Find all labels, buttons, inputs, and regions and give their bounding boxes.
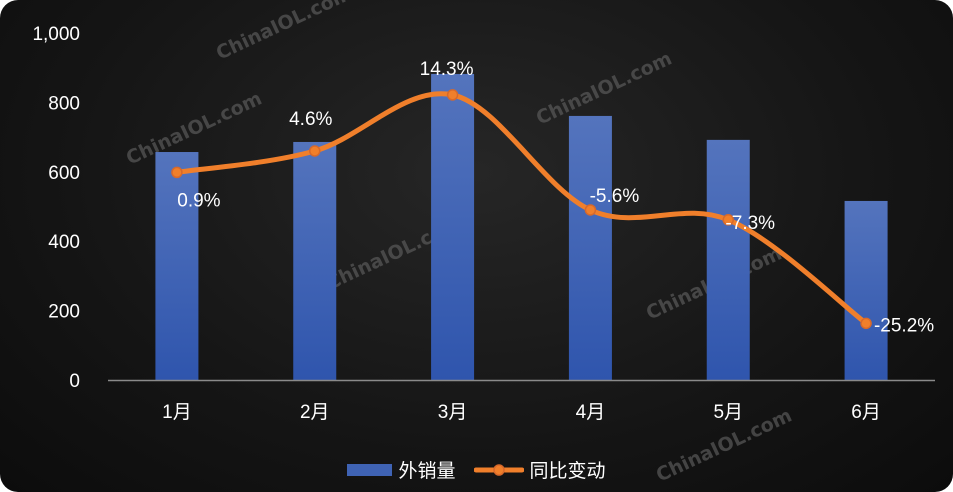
x-tick-label: 4月 bbox=[576, 402, 606, 423]
x-tick-label: 1月 bbox=[162, 402, 192, 423]
data-label: 14.3% bbox=[420, 59, 474, 80]
bar-1月 bbox=[155, 152, 199, 380]
legend: 外销量 同比变动 bbox=[0, 456, 953, 483]
y-tick-label: 0 bbox=[69, 371, 80, 392]
yoy-point-6月 bbox=[860, 317, 872, 330]
yoy-line bbox=[174, 91, 869, 326]
legend-bar-label: 外销量 bbox=[398, 461, 456, 482]
yoy-point-3月 bbox=[446, 89, 459, 101]
legend-line-swatch bbox=[473, 463, 524, 476]
watermark: ChinaIOL.com bbox=[213, 0, 356, 65]
x-tick-label: 6月 bbox=[851, 402, 881, 423]
legend-item-bar[interactable]: 外销量 bbox=[347, 456, 456, 483]
data-label: -5.6% bbox=[590, 186, 640, 207]
legend-bar-swatch bbox=[347, 463, 393, 476]
data-label: 4.6% bbox=[289, 109, 332, 130]
legend-line-label: 同比变动 bbox=[529, 461, 606, 482]
bar-5月 bbox=[706, 139, 750, 380]
yoy-point-5月 bbox=[722, 214, 734, 226]
bar-3月 bbox=[431, 73, 475, 381]
x-tick-label: 2月 bbox=[300, 402, 330, 423]
yoy-point-1月 bbox=[171, 166, 183, 179]
bar-2月 bbox=[293, 141, 337, 380]
data-label: -25.2% bbox=[874, 315, 934, 336]
yoy-point-2月 bbox=[309, 145, 321, 157]
y-tick-label: 600 bbox=[48, 163, 80, 184]
yoy-point-4月 bbox=[584, 204, 597, 216]
bar-6月 bbox=[844, 200, 888, 380]
y-tick-label: 200 bbox=[48, 302, 80, 323]
data-label: 0.9% bbox=[177, 190, 220, 211]
y-tick-label: 1,000 bbox=[32, 24, 80, 45]
bar-4月 bbox=[568, 115, 612, 381]
legend-item-line[interactable]: 同比变动 bbox=[473, 456, 606, 483]
x-tick-label: 5月 bbox=[713, 402, 743, 423]
y-tick-label: 400 bbox=[48, 232, 80, 253]
data-label: -7.3% bbox=[725, 213, 775, 234]
y-tick-label: 800 bbox=[48, 93, 80, 114]
x-tick-label: 3月 bbox=[438, 402, 468, 423]
